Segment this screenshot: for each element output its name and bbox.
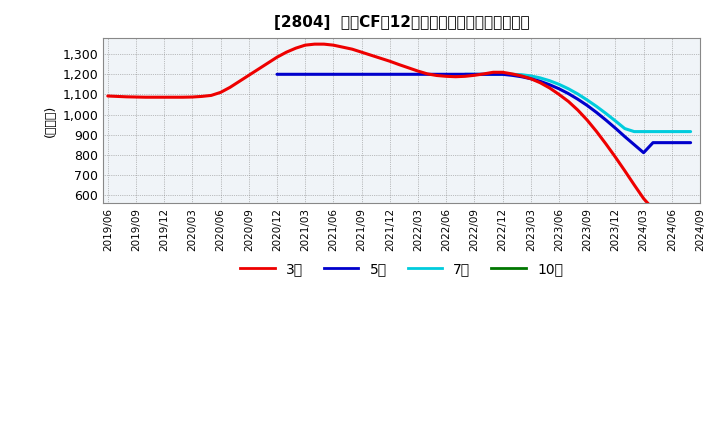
- Legend: 3年, 5年, 7年, 10年: 3年, 5年, 7年, 10年: [235, 257, 569, 282]
- Title: [2804]  営業CFの12か月移動合計の平均値の推移: [2804] 営業CFの12か月移動合計の平均値の推移: [274, 15, 529, 30]
- Y-axis label: (百万円): (百万円): [44, 104, 57, 137]
